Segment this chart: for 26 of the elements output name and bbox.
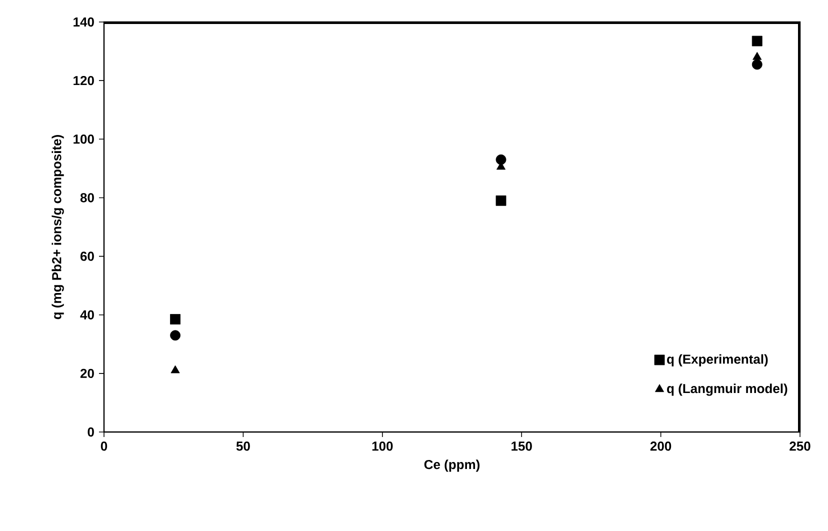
legend-label: q (Experimental): [667, 354, 768, 366]
y-tick-label: 120: [74, 76, 94, 86]
y-tick-label: 140: [74, 17, 94, 27]
point: [170, 314, 180, 324]
y-tick-label: 0: [88, 427, 94, 437]
x-tick-label: 100: [372, 442, 393, 451]
x-tick-label: 150: [512, 442, 532, 451]
point: [170, 330, 180, 341]
point: [752, 59, 762, 70]
point: [496, 154, 506, 165]
y-axis-title: q (mg Pb2+ ions/g composite): [52, 135, 64, 320]
x-tick-label: 0: [100, 442, 108, 451]
x-axis-title: Ce (ppm): [424, 460, 480, 472]
y-tick-label: 60: [80, 252, 94, 261]
legend-label: q (Langmuir model): [667, 384, 788, 396]
point: [752, 36, 762, 46]
y-tick-label: 40: [80, 310, 94, 320]
point: [752, 52, 762, 60]
y-tick-label: 100: [74, 134, 94, 144]
x-tick-label: 250: [790, 442, 810, 451]
x-tick-label: 50: [236, 442, 250, 451]
point: [170, 365, 180, 374]
point: [496, 195, 506, 206]
y-tick-label: 20: [80, 368, 94, 378]
y-tick-label: 80: [80, 193, 94, 202]
x-tick-label: 200: [650, 442, 672, 451]
